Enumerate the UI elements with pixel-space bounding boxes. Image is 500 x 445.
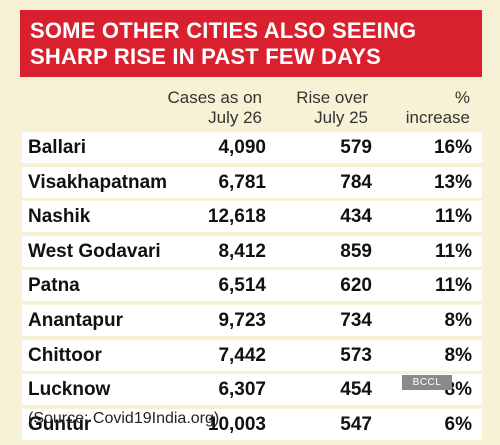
chart-title-line-2: SHARP RISE IN PAST FEW DAYS: [30, 44, 381, 69]
cell-percent: 8%: [444, 344, 472, 366]
cell-city: Lucknow: [28, 379, 111, 401]
cell-percent: 8%: [444, 309, 472, 331]
table-row: Anantapur 9,723 734 8%: [22, 304, 482, 336]
cell-cases: 6,781: [218, 171, 266, 193]
cell-rise: 784: [340, 171, 372, 193]
column-header-percent-line-2: increase: [405, 108, 470, 127]
cell-percent: 6%: [444, 413, 472, 435]
column-header-rise-line-2: July 25: [314, 108, 368, 127]
cell-city: Anantapur: [28, 309, 123, 331]
cell-rise: 434: [340, 206, 372, 228]
cell-rise: 734: [340, 309, 372, 331]
cell-rise: 620: [340, 275, 372, 297]
cell-percent: 11%: [435, 275, 472, 297]
cell-cases: 8,412: [218, 240, 266, 262]
chart-title: SOME OTHER CITIES ALSO SEEING SHARP RISE…: [20, 10, 482, 77]
bccl-watermark: BCCL: [402, 375, 452, 390]
cell-percent: 11%: [435, 206, 472, 228]
column-header-percent: % increase: [406, 88, 470, 128]
cell-city: Visakhapatnam: [28, 171, 168, 193]
source-note: (Source: Covid19India.org): [28, 410, 220, 427]
cell-cases: 12,618: [207, 206, 266, 228]
cell-rise: 454: [340, 379, 372, 401]
cell-percent: 11%: [435, 240, 472, 262]
table-row: Nashik 12,618 434 11%: [22, 201, 482, 233]
table-row: Ballari 4,090 579 16%: [22, 132, 482, 163]
table-row: Visakhapatnam 6,781 784 13%: [22, 166, 482, 198]
table-row: Chittoor 7,442 573 8%: [22, 339, 482, 371]
cell-cases: 10,003: [207, 413, 266, 435]
cell-cases: 6,514: [218, 275, 266, 297]
column-header-percent-line-1: %: [454, 88, 470, 107]
cell-rise: 573: [340, 344, 372, 366]
table-row: Patna 6,514 620 11%: [22, 270, 482, 302]
table-row: West Godavari 8,412 859 11%: [22, 235, 482, 267]
cell-rise: 859: [340, 240, 372, 262]
cell-city: Chittoor: [28, 344, 102, 366]
column-header-rise: Rise over July 25: [296, 88, 368, 128]
cell-rise: 579: [340, 137, 372, 158]
column-header-cases-line-2: July 26: [208, 108, 262, 127]
cell-cases: 6,307: [218, 379, 266, 401]
cell-rise: 547: [340, 413, 372, 435]
cell-cases: 4,090: [218, 137, 266, 158]
cell-cases: 9,723: [218, 309, 266, 331]
cell-percent: 13%: [433, 171, 472, 193]
column-header-cases: Cases as on July 26: [168, 88, 263, 128]
cell-city: Ballari: [28, 137, 87, 158]
cell-cases: 7,442: [218, 344, 266, 366]
column-header-cases-line-1: Cases as on: [167, 88, 263, 107]
column-header-rise-line-1: Rise over: [296, 88, 368, 107]
chart-title-line-1: SOME OTHER CITIES ALSO SEEING: [30, 18, 417, 43]
data-table: Ballari 4,090 579 16% Visakhapatnam 6,78…: [22, 132, 482, 443]
cell-city: Guntur: [28, 413, 92, 435]
cell-city: Nashik: [28, 206, 91, 228]
table-row: Guntur 10,003 547 6%: [22, 408, 482, 440]
cell-city: West Godavari: [28, 240, 161, 262]
cell-percent: 16%: [433, 137, 472, 158]
cell-city: Patna: [28, 275, 80, 297]
